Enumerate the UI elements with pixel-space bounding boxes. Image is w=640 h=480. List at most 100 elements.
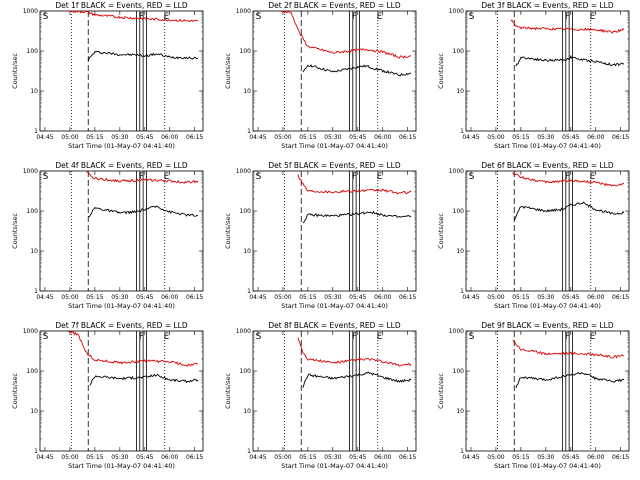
x-tick-label: 05:00 [487,454,504,461]
marker-e: E [164,172,170,182]
x-tick-label: 06:00 [161,454,178,461]
x-tick-label: 05:15 [299,294,316,301]
y-tick-label: 100 [240,368,252,375]
y-tick-label: 1 [34,128,38,135]
x-tick-label: 06:00 [374,294,391,301]
plot-frame [39,10,204,132]
detector-chart-3: Det 3f BLACK = Events, RED = LLD 1 10 100 10… [437,1,630,150]
plot-frame [39,330,204,452]
y-tick-label: 10 [30,408,38,415]
x-tick-label: 05:00 [274,134,291,141]
x-tick-label: 05:45 [562,134,579,141]
x-tick-label: 05:15 [299,454,316,461]
x-tick-label: 06:15 [612,134,629,141]
x-tick-label: 05:15 [512,454,529,461]
chart-title: Det 1f BLACK = Events, RED = LLD [55,1,188,10]
marker-s: S [43,12,49,22]
marker-s: S [469,172,475,182]
y-axis-label: Counts/sec [224,213,232,249]
y-tick-label: 1000 [236,328,251,335]
y-tick-label: 1 [460,448,464,455]
marker-e: E [590,332,596,342]
plot-frame [252,170,417,292]
x-axis-label: Start Time (01-May-07 04:41:40) [494,142,601,150]
x-tick-label: 05:00 [487,134,504,141]
chart-title: Det 4f BLACK = Events, RED = LLD [55,161,188,170]
y-axis-label: Counts/sec [437,373,445,409]
marker-f: F [352,172,357,182]
x-axis-label: Start Time (01-May-07 04:41:40) [281,142,388,150]
x-tick-label: 05:45 [349,134,366,141]
x-axis-label: Start Time (01-May-07 04:41:40) [68,462,175,470]
x-tick-label: 05:30 [111,294,128,301]
plot-frame [465,330,630,452]
plot-frame [465,10,630,132]
x-tick-label: 06:00 [374,454,391,461]
x-tick-label: 06:00 [374,134,391,141]
x-tick-label: 05:15 [512,134,529,141]
y-tick-label: 1000 [449,328,464,335]
x-axis-label: Start Time (01-May-07 04:41:40) [494,462,601,470]
marker-e: E [164,332,170,342]
y-tick-label: 100 [453,368,465,375]
x-tick-label: 05:45 [136,294,153,301]
y-tick-label: 10 [456,88,464,95]
y-tick-label: 1000 [23,8,38,15]
marker-e: E [377,332,383,342]
x-tick-label: 05:15 [512,294,529,301]
x-tick-label: 04:45 [36,134,53,141]
marker-e: E [377,12,383,22]
lld-series-line [86,171,199,184]
y-tick-label: 100 [240,48,252,55]
y-tick-label: 1 [460,128,464,135]
plot-frame [252,10,417,132]
y-axis-label: Counts/sec [11,373,19,409]
x-tick-label: 05:45 [136,454,153,461]
chart-title: Det 7f BLACK = Events, RED = LLD [55,321,188,330]
events-series-line [513,201,625,221]
x-tick-label: 05:30 [537,134,554,141]
x-tick-label: 04:45 [462,294,479,301]
marker-s: S [43,332,49,342]
x-tick-label: 05:15 [86,294,103,301]
x-tick-label: 04:45 [462,134,479,141]
lld-series-line [297,174,412,195]
x-tick-label: 05:00 [61,134,78,141]
marker-f: F [565,332,570,342]
lld-series-line [510,19,625,34]
y-tick-label: 1000 [236,168,251,175]
x-tick-label: 05:45 [136,134,153,141]
x-tick-label: 06:15 [186,454,203,461]
detector-chart-2: Det 2f BLACK = Events, RED = LLD 1 10 100 10… [224,1,417,150]
plot-frame [39,170,204,292]
x-tick-label: 06:00 [587,294,604,301]
x-tick-label: 05:00 [274,294,291,301]
y-tick-label: 100 [27,48,39,55]
y-axis-label: Counts/sec [437,213,445,249]
y-tick-label: 100 [453,48,465,55]
events-series-line [302,210,412,224]
lld-series-line [297,337,412,367]
marker-e: E [590,12,596,22]
y-tick-label: 10 [243,408,251,415]
y-tick-label: 1 [247,288,251,295]
x-axis-label: Start Time (01-May-07 04:41:40) [494,302,601,310]
lld-series-line [281,10,412,59]
x-tick-label: 05:15 [299,134,316,141]
y-tick-label: 1 [34,448,38,455]
marker-s: S [256,332,262,342]
events-series-line [515,371,625,389]
x-tick-label: 06:15 [399,134,416,141]
plot-frame [465,170,630,292]
x-tick-label: 05:30 [324,294,341,301]
detector-chart-7: Det 7f BLACK = Events, RED = LLD 1 10 100 10… [11,321,204,470]
y-tick-label: 1000 [449,168,464,175]
x-tick-label: 06:00 [161,294,178,301]
x-tick-label: 05:00 [61,454,78,461]
marker-e: E [164,12,170,22]
events-series-line [87,50,199,62]
x-tick-label: 04:45 [36,454,53,461]
x-axis-label: Start Time (01-May-07 04:41:40) [281,302,388,310]
y-tick-label: 1 [34,288,38,295]
marker-e: E [590,172,596,182]
